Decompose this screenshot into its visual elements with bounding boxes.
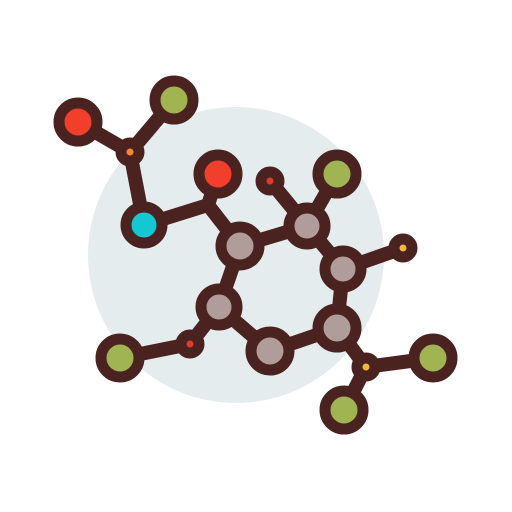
atom-red-top [193, 149, 243, 199]
atom-green-top [149, 75, 199, 125]
atom-green-ring [312, 149, 362, 199]
ring-atom-1 [215, 221, 265, 271]
ring-atom-3 [319, 245, 367, 293]
atom-orange-small [115, 137, 145, 167]
atom-green-right [408, 333, 458, 383]
small-atoms [115, 137, 418, 382]
ring-atom-6 [195, 283, 243, 331]
ring-atom-4 [312, 303, 362, 353]
atom-red-small-left [175, 329, 205, 359]
atom-red-small-top [255, 166, 285, 196]
atom-yellow-small-right [388, 233, 418, 263]
atom-red-far [53, 97, 103, 147]
atom-green-left [95, 333, 145, 383]
atom-cyan [120, 201, 168, 249]
atom-yellow-small-bottom [351, 352, 381, 382]
atom-green-bottom [319, 385, 369, 435]
ring-atom-2 [283, 202, 331, 250]
ring-atom-5 [245, 326, 295, 376]
atoms [53, 75, 458, 435]
